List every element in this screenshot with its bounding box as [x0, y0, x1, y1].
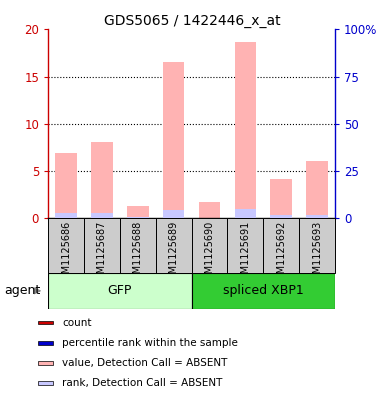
Text: count: count: [62, 318, 92, 327]
Bar: [163, 210, 184, 218]
Bar: [55, 153, 77, 218]
Bar: [91, 213, 113, 218]
Bar: [84, 218, 120, 273]
Text: GSM1125690: GSM1125690: [204, 221, 214, 286]
Bar: [234, 209, 256, 218]
Bar: [270, 180, 292, 218]
Text: GSM1125692: GSM1125692: [276, 221, 286, 286]
Bar: [48, 218, 84, 273]
Text: GSM1125688: GSM1125688: [133, 221, 143, 286]
Bar: [55, 213, 77, 218]
Text: GFP: GFP: [108, 284, 132, 298]
Bar: [38, 361, 53, 365]
Bar: [192, 273, 335, 309]
Text: percentile rank within the sample: percentile rank within the sample: [62, 338, 238, 348]
Text: GSM1125687: GSM1125687: [97, 221, 107, 286]
Text: spliced XBP1: spliced XBP1: [223, 284, 304, 298]
Bar: [163, 62, 184, 218]
Bar: [48, 273, 192, 309]
Bar: [299, 218, 335, 273]
Bar: [120, 218, 156, 273]
Bar: [306, 215, 328, 218]
Bar: [127, 206, 149, 218]
Bar: [127, 217, 149, 218]
Bar: [192, 218, 228, 273]
Bar: [306, 161, 328, 218]
Text: GSM1125686: GSM1125686: [61, 221, 71, 286]
Bar: [38, 321, 53, 325]
Bar: [263, 218, 299, 273]
Text: agent: agent: [4, 284, 40, 298]
Text: value, Detection Call = ABSENT: value, Detection Call = ABSENT: [62, 358, 228, 368]
Bar: [199, 202, 220, 218]
Bar: [234, 42, 256, 218]
Bar: [156, 218, 192, 273]
Text: GSM1125689: GSM1125689: [169, 221, 179, 286]
Bar: [91, 142, 113, 218]
Bar: [270, 215, 292, 218]
Bar: [38, 341, 53, 345]
Text: GSM1125693: GSM1125693: [312, 221, 322, 286]
Text: rank, Detection Call = ABSENT: rank, Detection Call = ABSENT: [62, 378, 223, 388]
Bar: [38, 381, 53, 385]
Text: GDS5065 / 1422446_x_at: GDS5065 / 1422446_x_at: [104, 14, 281, 28]
Bar: [228, 218, 263, 273]
Text: GSM1125691: GSM1125691: [240, 221, 250, 286]
